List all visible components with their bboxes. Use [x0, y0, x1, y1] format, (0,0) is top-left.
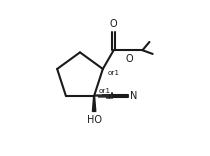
Text: N: N	[130, 91, 138, 101]
Polygon shape	[92, 96, 96, 111]
Text: or1: or1	[98, 88, 110, 94]
Text: O: O	[110, 19, 117, 29]
Text: or1: or1	[107, 70, 119, 76]
Text: O: O	[125, 54, 133, 64]
Text: HO: HO	[87, 115, 102, 125]
